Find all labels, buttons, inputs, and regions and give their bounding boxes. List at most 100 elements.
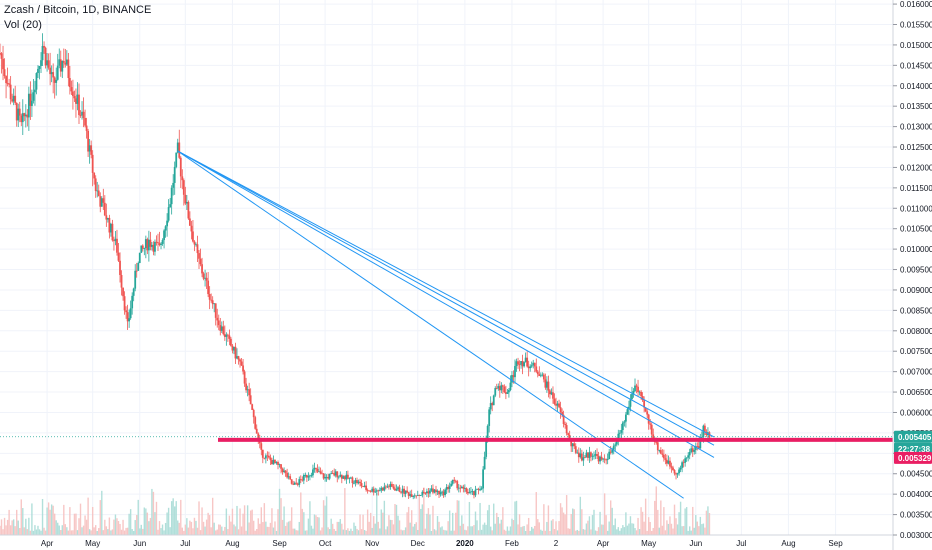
volume-bar xyxy=(190,521,193,535)
volume-bar xyxy=(167,507,170,535)
candle-body xyxy=(330,473,333,475)
volume-bar xyxy=(309,501,311,535)
volume-bar xyxy=(316,517,319,535)
candle-body xyxy=(521,361,524,367)
volume-bar xyxy=(274,521,276,535)
volume-bar xyxy=(104,519,106,535)
candle-body xyxy=(287,476,290,478)
volume-bar xyxy=(424,528,427,535)
volume-bar xyxy=(575,530,577,535)
volume-bar xyxy=(521,526,524,535)
candle-body xyxy=(141,245,144,249)
candle-body xyxy=(555,403,557,406)
volume-bars xyxy=(0,486,711,535)
volume-bar xyxy=(389,519,392,535)
volume-bar xyxy=(613,525,615,535)
volume-bar xyxy=(148,521,150,535)
candle-body xyxy=(650,424,653,435)
candle-body xyxy=(190,225,193,232)
candle-body xyxy=(518,364,521,366)
candle-body xyxy=(0,53,3,59)
volume-bar xyxy=(611,507,613,535)
volume-bar xyxy=(242,513,244,535)
candle-body xyxy=(102,198,105,203)
volume-bar xyxy=(280,498,282,535)
candle-body xyxy=(343,476,346,480)
volume-bar xyxy=(319,530,322,535)
candle-body xyxy=(483,456,486,470)
candle-body xyxy=(580,453,583,461)
volume-bar xyxy=(634,528,636,535)
candle-body xyxy=(337,476,340,478)
candle-body xyxy=(331,473,334,474)
volume-bar xyxy=(344,488,346,535)
volume-bar xyxy=(467,526,469,535)
volume-bar xyxy=(632,523,635,535)
price-axis[interactable]: 0.0030000.0035000.0040000.0045000.005000… xyxy=(892,0,932,550)
candle-body xyxy=(72,91,74,97)
time-axis[interactable]: Apr May Jun Jul Aug Sep Oct Nov Dec 2020 Feb 2 Apr Ma… xyxy=(0,534,893,548)
candle-body xyxy=(482,469,484,489)
candle-body xyxy=(263,457,266,459)
volume-bar xyxy=(253,520,255,535)
volume-bar xyxy=(356,528,358,535)
volume-bar xyxy=(684,508,686,535)
volume-bar xyxy=(295,530,297,535)
price-tick-label: 0.013000 xyxy=(900,123,932,132)
candle-body xyxy=(61,60,64,72)
volume-bar xyxy=(208,515,211,535)
volume-bar xyxy=(398,520,401,535)
volume-indicator-label[interactable]: Vol (20) xyxy=(4,19,42,31)
volume-bar xyxy=(178,522,180,535)
volume-bar xyxy=(550,520,553,535)
candle-body xyxy=(321,473,323,475)
volume-bar xyxy=(129,509,132,535)
volume-bar xyxy=(161,524,164,535)
volume-bar xyxy=(237,529,240,535)
volume-bar xyxy=(225,508,228,535)
volume-bar xyxy=(489,526,492,535)
volume-bar xyxy=(614,518,616,535)
volume-bar xyxy=(553,529,556,535)
candle-body xyxy=(84,118,86,126)
volume-bar xyxy=(211,497,214,535)
candle-body xyxy=(252,409,255,418)
volume-bar xyxy=(304,530,307,535)
symbol-title[interactable]: Zcash / Bitcoin, 1D, BINANCE xyxy=(4,4,152,16)
candle-body xyxy=(369,491,372,493)
volume-bar xyxy=(313,514,316,535)
candle-body xyxy=(334,471,337,476)
candle-body xyxy=(479,489,481,491)
candle-body xyxy=(64,62,67,65)
volume-bar xyxy=(140,524,142,535)
volume-bar xyxy=(275,530,278,535)
volume-bar xyxy=(692,506,694,535)
candle-body xyxy=(187,201,190,219)
candle-body xyxy=(284,470,287,473)
volume-bar xyxy=(617,527,619,535)
candle-body xyxy=(620,430,623,433)
volume-bar xyxy=(40,530,42,535)
volume-bar xyxy=(300,492,302,535)
candle-body xyxy=(562,414,565,424)
volume-bar xyxy=(462,523,465,535)
volume-bar xyxy=(572,508,574,535)
volume-bar xyxy=(647,517,650,535)
volume-bar xyxy=(555,521,557,535)
candle-body xyxy=(448,486,451,489)
candle-body xyxy=(693,450,696,452)
volume-bar xyxy=(360,529,363,535)
candle-body xyxy=(138,252,141,263)
candle-body xyxy=(128,318,131,322)
candle-body xyxy=(433,489,436,493)
candle-body xyxy=(473,491,475,496)
volume-bar xyxy=(82,525,85,535)
volume-bar xyxy=(207,512,209,535)
candle-body xyxy=(573,443,576,447)
volume-bar xyxy=(383,500,386,535)
candle-body xyxy=(477,488,480,490)
volume-bar xyxy=(579,496,582,535)
volume-bar xyxy=(57,522,59,535)
candle-body xyxy=(237,356,240,360)
